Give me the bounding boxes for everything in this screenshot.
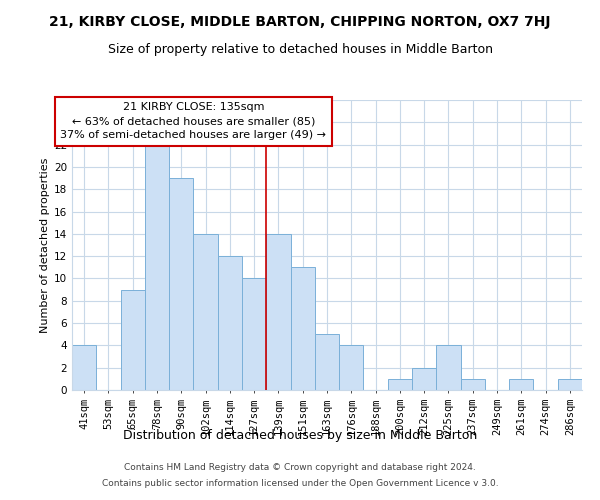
Bar xyxy=(509,379,533,390)
Bar xyxy=(121,290,145,390)
Text: 21 KIRBY CLOSE: 135sqm
← 63% of detached houses are smaller (85)
37% of semi-det: 21 KIRBY CLOSE: 135sqm ← 63% of detached… xyxy=(61,102,326,140)
Bar xyxy=(436,346,461,390)
Bar xyxy=(461,379,485,390)
Y-axis label: Number of detached properties: Number of detached properties xyxy=(40,158,50,332)
Bar xyxy=(266,234,290,390)
Bar xyxy=(218,256,242,390)
Bar xyxy=(388,379,412,390)
Text: Contains HM Land Registry data © Crown copyright and database right 2024.: Contains HM Land Registry data © Crown c… xyxy=(124,464,476,472)
Text: Contains public sector information licensed under the Open Government Licence v : Contains public sector information licen… xyxy=(101,478,499,488)
Bar xyxy=(242,278,266,390)
Text: Distribution of detached houses by size in Middle Barton: Distribution of detached houses by size … xyxy=(123,428,477,442)
Bar xyxy=(558,379,582,390)
Text: Size of property relative to detached houses in Middle Barton: Size of property relative to detached ho… xyxy=(107,42,493,56)
Bar xyxy=(290,268,315,390)
Bar xyxy=(339,346,364,390)
Bar xyxy=(193,234,218,390)
Bar xyxy=(169,178,193,390)
Text: 21, KIRBY CLOSE, MIDDLE BARTON, CHIPPING NORTON, OX7 7HJ: 21, KIRBY CLOSE, MIDDLE BARTON, CHIPPING… xyxy=(49,15,551,29)
Bar xyxy=(412,368,436,390)
Bar xyxy=(72,346,96,390)
Bar xyxy=(315,334,339,390)
Bar xyxy=(145,144,169,390)
